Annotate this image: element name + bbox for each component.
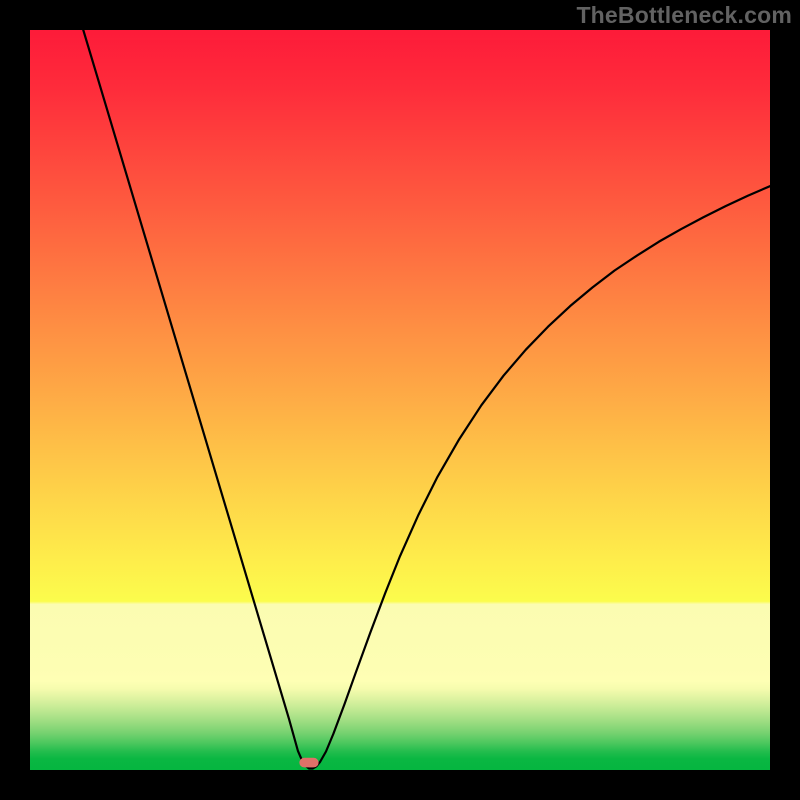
plot-area	[30, 30, 770, 770]
watermark-text: TheBottleneck.com	[576, 2, 792, 29]
chart-frame: TheBottleneck.com	[0, 0, 800, 800]
optimum-marker	[299, 758, 318, 768]
plot-svg	[30, 30, 770, 770]
gradient-background	[30, 30, 770, 770]
